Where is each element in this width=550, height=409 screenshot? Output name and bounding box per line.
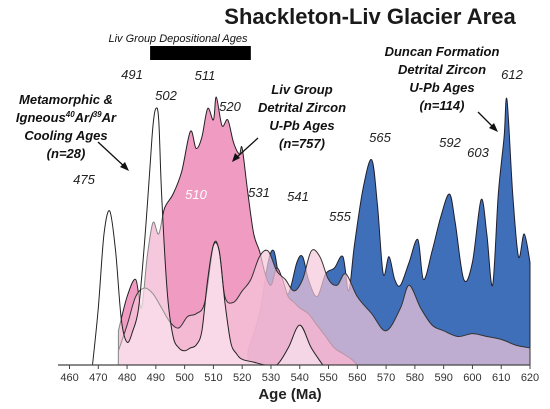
annotation-cooling-ages: Metamorphic & Igneous40Ar/39Ar Cooling A… xyxy=(16,92,129,171)
series-layer xyxy=(91,96,531,366)
x-tick-label: 550 xyxy=(319,372,337,384)
annotation-duncan-line3: U-Pb Ages xyxy=(409,80,474,95)
x-tick-label: 530 xyxy=(262,372,280,384)
arrow-cooling xyxy=(97,141,127,169)
annotation-liv-line4: (n=757) xyxy=(279,136,325,151)
x-tick-label: 560 xyxy=(348,372,366,384)
peak-label-511: 511 xyxy=(195,68,216,83)
x-tick-label: 490 xyxy=(147,372,165,384)
plot-area: 460 470 480 490 500 510 520 530 540 550 560 570 580 5… xyxy=(58,96,539,384)
peak-label-491: 491 xyxy=(121,67,143,82)
annotation-duncan-line2: Detrital Zircon xyxy=(398,62,486,77)
x-tick-label: 570 xyxy=(377,372,395,384)
peak-label-555: 555 xyxy=(329,209,351,224)
x-tick-label: 500 xyxy=(175,372,193,384)
annotation-liv-line1: Liv Group xyxy=(271,82,332,97)
depositional-bar-label: Liv Group Depositional Ages xyxy=(108,33,248,45)
peak-label-592: 592 xyxy=(439,135,461,150)
peak-label-475: 475 xyxy=(73,172,95,187)
x-tick-label: 520 xyxy=(233,372,251,384)
arrowhead-cooling xyxy=(120,162,129,171)
x-tick-label: 470 xyxy=(89,372,107,384)
arrowhead-duncan xyxy=(489,123,498,132)
series-cooling-ages-area xyxy=(91,107,324,366)
peak-label-520: 520 xyxy=(219,99,241,114)
arrowhead-liv xyxy=(232,153,240,162)
annotation-duncan-line4: (n=114) xyxy=(420,98,465,113)
peak-label-541: 541 xyxy=(287,189,309,204)
annotation-liv-line3: U-Pb Ages xyxy=(269,118,334,133)
peak-label-510: 510 xyxy=(185,187,207,202)
arrow-duncan xyxy=(477,111,495,129)
annotation-cooling-line4: (n=28) xyxy=(47,146,86,161)
x-tick-label: 540 xyxy=(291,372,309,384)
peak-label-565: 565 xyxy=(369,130,391,145)
x-ticks: 460 470 480 490 500 510 520 530 540 550 560 570 580 5… xyxy=(60,365,539,384)
peak-label-612: 612 xyxy=(501,67,523,82)
chart-title: Shackleton-Liv Glacier Area xyxy=(224,4,516,29)
annotation-duncan-line1: Duncan Formation xyxy=(385,44,500,59)
x-tick-label: 510 xyxy=(204,372,222,384)
peak-label-502: 502 xyxy=(155,88,177,103)
x-tick-label: 590 xyxy=(434,372,452,384)
annotation-duncan: Duncan Formation Detrital Zircon U-Pb Ag… xyxy=(385,44,500,132)
x-tick-label: 610 xyxy=(492,372,510,384)
annotation-liv-group: Liv Group Detrital Zircon U-Pb Ages (n=7… xyxy=(232,82,346,162)
x-tick-label: 480 xyxy=(118,372,136,384)
peak-label-531: 531 xyxy=(248,185,270,200)
depositional-age-bar xyxy=(150,46,251,60)
peak-label-603: 603 xyxy=(467,145,489,160)
arrow-liv xyxy=(235,137,259,159)
x-tick-label: 460 xyxy=(60,372,78,384)
x-tick-label: 580 xyxy=(406,372,424,384)
annotation-cooling-line2: Igneous40Ar/39Ar xyxy=(16,110,117,125)
x-tick-label: 620 xyxy=(521,372,539,384)
annotation-cooling-line3: Cooling Ages xyxy=(24,128,107,143)
x-axis-title: Age (Ma) xyxy=(258,386,321,403)
annotation-cooling-line1: Metamorphic & xyxy=(19,92,113,107)
annotation-liv-line2: Detrital Zircon xyxy=(258,100,346,115)
x-tick-label: 600 xyxy=(463,372,481,384)
